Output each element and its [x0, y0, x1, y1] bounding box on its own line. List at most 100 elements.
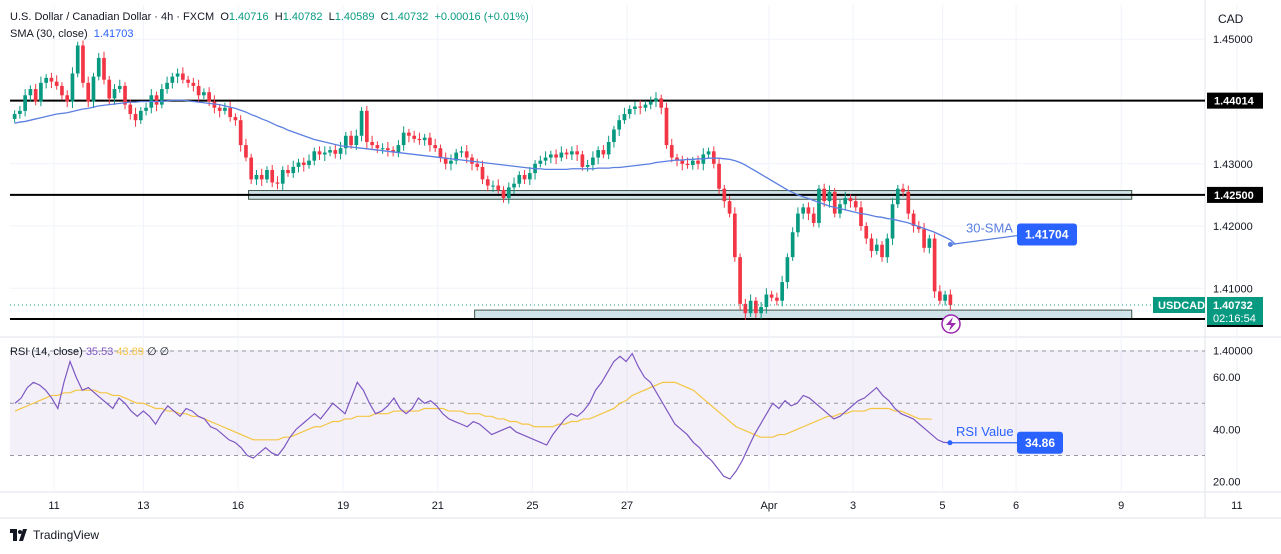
candle-body	[606, 141, 611, 155]
high-label: H	[274, 11, 283, 23]
time-tick-label: Apr	[760, 500, 777, 512]
time-tick-label: 5	[939, 500, 945, 512]
candle-body	[380, 148, 385, 150]
currency-label[interactable]: CAD	[1218, 12, 1244, 26]
candle-body	[880, 244, 884, 258]
footer-brand-text: TradingView	[33, 528, 100, 542]
change-value: +0.00016 (+0.01%)	[434, 11, 529, 23]
candle-body	[23, 95, 27, 111]
candle-body	[517, 174, 522, 184]
candle-body	[885, 238, 890, 258]
candle-body	[75, 45, 80, 74]
candle-body	[123, 85, 127, 105]
candle-body	[853, 201, 858, 208]
candle-body	[317, 151, 322, 155]
open-label: O	[220, 11, 229, 23]
sma-callout-badge-label: 1.41704	[1025, 227, 1069, 241]
grid	[0, 0, 1281, 519]
time-tick-label: 27	[621, 500, 633, 512]
candle-body	[217, 107, 222, 111]
candle-body	[722, 188, 727, 202]
sma-label: SMA (30, close)	[10, 28, 88, 40]
candle-body	[96, 57, 101, 77]
candle-body	[91, 76, 96, 102]
candle-body	[207, 92, 211, 102]
candle-body	[117, 85, 122, 90]
candle-body	[49, 77, 54, 82]
lightning-icon-bolt	[946, 317, 956, 331]
candle-body	[512, 183, 516, 188]
rsi-ma-polyline	[14, 381, 932, 441]
candle-body	[538, 160, 543, 164]
candle-body	[785, 257, 790, 283]
rsi-callout-badge	[1017, 431, 1063, 454]
candle-body	[128, 104, 133, 114]
candle-body	[501, 189, 506, 199]
level-badge-label-0: 1.44014	[1214, 96, 1255, 108]
candle-body	[654, 98, 658, 102]
price-tick-label: 1.45000	[1213, 34, 1253, 46]
candle-body	[680, 160, 685, 164]
candle-body	[238, 120, 243, 146]
candle-body	[438, 148, 443, 158]
candle-body	[706, 151, 711, 155]
candle-body	[869, 238, 874, 251]
candle-body	[685, 163, 690, 166]
candle-body	[338, 148, 343, 154]
high-value: 1.40782	[282, 11, 323, 23]
time-tick-label: 3	[850, 500, 856, 512]
candle-body	[396, 145, 401, 153]
candle-body	[165, 82, 169, 90]
candle-body	[196, 85, 201, 96]
time-tick-label: 21	[432, 500, 444, 512]
candle-body	[916, 226, 921, 230]
candle-body	[170, 76, 175, 83]
candle-body	[848, 198, 853, 202]
level-badge-1	[1207, 186, 1263, 203]
candle-body	[343, 135, 348, 149]
candle-body	[44, 77, 49, 83]
low-label: L	[328, 11, 335, 23]
candle-body	[638, 106, 643, 108]
candle-body	[890, 204, 895, 239]
candle-body	[601, 150, 606, 155]
rsi-legend-value: 35.53	[85, 346, 114, 358]
candle-body	[280, 170, 285, 184]
tradingview-logo-icon	[10, 529, 28, 541]
candle-body	[359, 110, 364, 136]
candle-body	[244, 145, 248, 158]
candle-body	[407, 132, 411, 136]
candle-body	[564, 152, 569, 155]
rsi-ma-legend-value: 43.89	[116, 346, 144, 358]
candle-body	[291, 166, 296, 174]
candle-body	[296, 162, 301, 167]
candle-body	[249, 157, 254, 180]
candle-body	[333, 150, 338, 154]
candle-body	[181, 73, 185, 80]
time-tick-label: 9	[1118, 500, 1124, 512]
candle-body	[922, 229, 926, 248]
candle-body	[86, 82, 91, 102]
last-price-badge-label: 1.40732	[1213, 300, 1253, 312]
candle-body	[585, 165, 590, 167]
candle-body	[33, 89, 38, 102]
candle-body	[522, 174, 527, 180]
candle-body	[328, 150, 332, 153]
candle-body	[154, 95, 159, 105]
symbol-legend: U.S. Dollar / Canadian Dollar · 4h · FXC…	[10, 10, 529, 24]
rsi-label: RSI (14, close)	[10, 346, 83, 358]
candle-body	[659, 98, 664, 108]
rsi-legend[interactable]: RSI (14, close) 35.53 43.89 ∅ ∅	[10, 345, 169, 359]
candle-body	[895, 188, 900, 205]
candle-body	[112, 89, 117, 99]
candle-body	[449, 160, 453, 164]
sma-callout-dot	[947, 241, 953, 247]
footer-brand[interactable]: TradingView	[10, 528, 99, 542]
rsi-callout-dot	[947, 440, 953, 446]
candle-body	[911, 213, 916, 227]
candle-body	[191, 82, 196, 86]
countdown-label: 02:16:54	[1213, 313, 1256, 325]
rsi-tick-label: 20.00	[1213, 477, 1241, 489]
candle-body	[596, 150, 600, 158]
candle-body	[580, 154, 585, 167]
